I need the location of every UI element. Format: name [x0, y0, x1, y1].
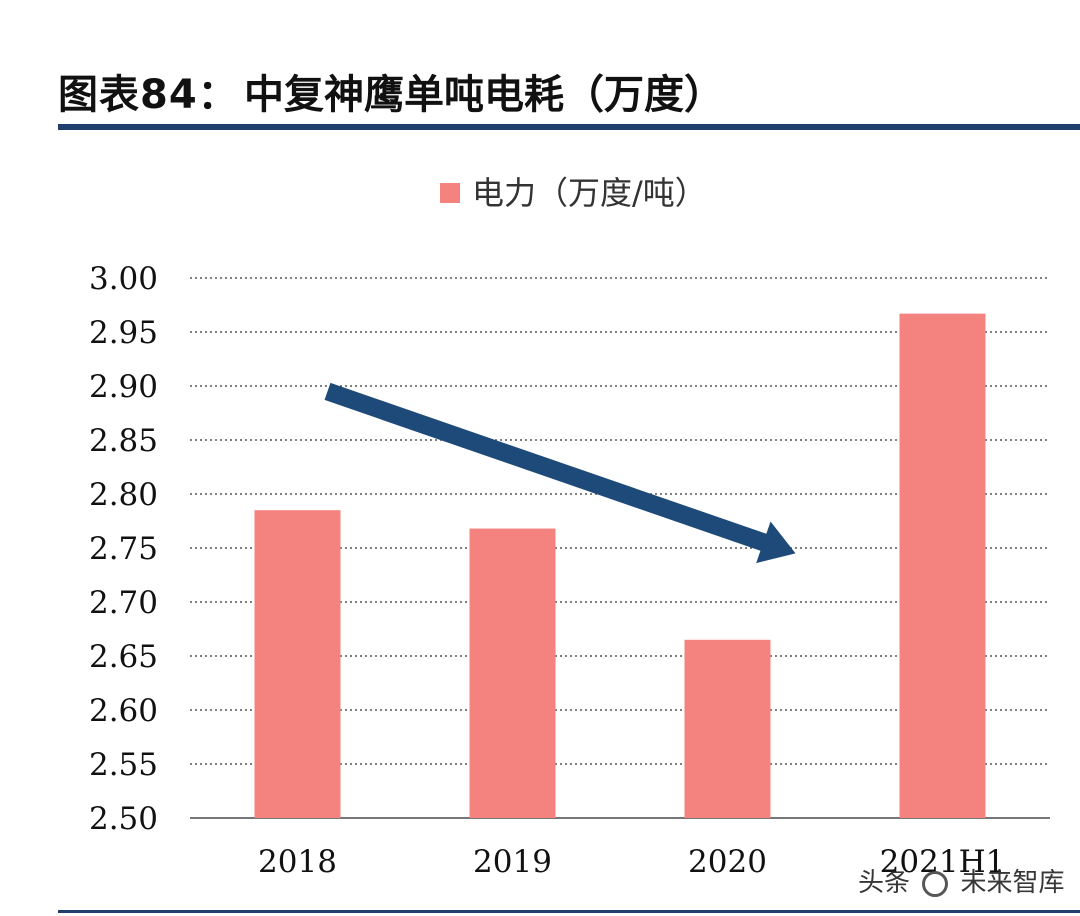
figure-title: 中复神鹰单吨电耗（万度） [244, 72, 724, 118]
y-axis-ticks: 2.50 2.55 2.60 2.65 2.70 2.75 2.80 2.85 2.90 2.95… [89, 261, 158, 837]
trend-arrow [324, 382, 796, 564]
bar-2019 [469, 528, 556, 818]
y-tick-label: 2.75 [89, 531, 158, 567]
bar-2018 [254, 510, 341, 818]
watermark: 头条 未来智库 [858, 862, 1065, 899]
figure-label: 图表84： [58, 72, 239, 118]
watermark-logo-icon [922, 870, 949, 897]
watermark-right: 未来智库 [960, 868, 1065, 898]
legend-swatch [440, 183, 460, 203]
y-tick-label: 2.55 [89, 747, 158, 783]
watermark-left: 头条 [858, 868, 911, 898]
legend: 电力（万度/吨） [440, 174, 707, 212]
legend-label: 电力（万度/吨） [472, 174, 707, 212]
y-tick-label: 2.80 [89, 477, 158, 513]
y-tick-label: 2.95 [89, 315, 158, 351]
x-tick-label: 2019 [473, 844, 552, 880]
x-axis-labels: 2018 2019 2020 2021H1 [258, 844, 1005, 880]
bars [254, 313, 986, 818]
bar-2020 [684, 639, 771, 818]
footer-rule [58, 910, 1080, 913]
x-tick-label: 2020 [688, 844, 767, 880]
x-tick-label: 2018 [258, 844, 337, 880]
y-tick-label: 2.50 [89, 801, 158, 837]
y-tick-label: 2.70 [89, 585, 158, 621]
y-tick-label: 2.90 [89, 369, 158, 405]
y-tick-label: 3.00 [89, 261, 158, 297]
y-tick-label: 2.85 [89, 423, 158, 459]
header-rule [58, 124, 1080, 130]
y-tick-label: 2.65 [89, 639, 158, 675]
y-tick-label: 2.60 [89, 693, 158, 729]
bar-2021H1 [899, 313, 986, 818]
figure-header: 图表84： 中复神鹰单吨电耗（万度） [58, 62, 724, 122]
trend-arrow-icon [324, 382, 796, 564]
